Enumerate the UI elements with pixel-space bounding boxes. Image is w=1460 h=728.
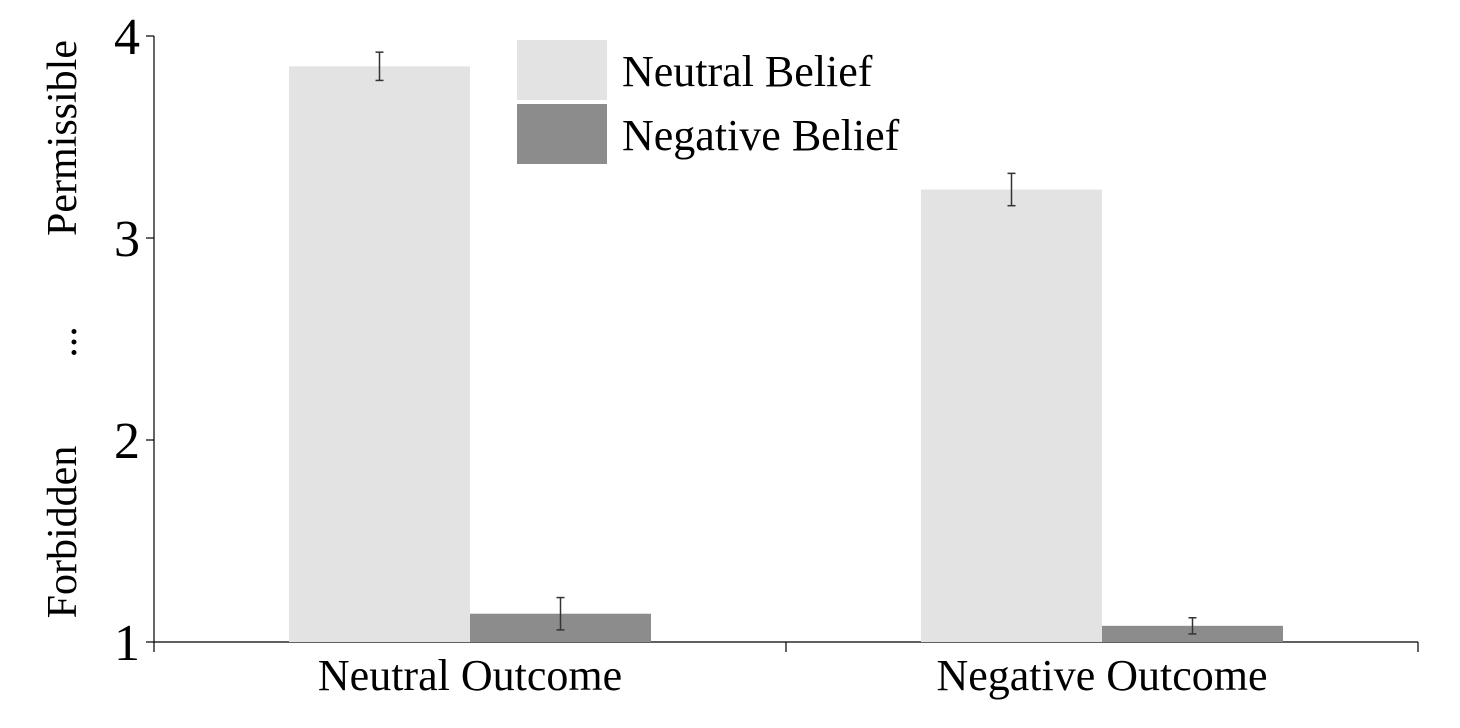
y-ticks: 1 2 3 4 bbox=[114, 9, 154, 672]
legend-label-neutral-belief: Neutral Belief bbox=[622, 47, 873, 96]
y-tick-label: 3 bbox=[114, 211, 140, 268]
y-label-ellipsis: ... bbox=[40, 326, 86, 358]
bar bbox=[921, 189, 1102, 642]
legend-swatch-neutral-belief bbox=[517, 40, 607, 100]
error-bars bbox=[375, 51, 1197, 635]
y-tick-label: 4 bbox=[114, 9, 140, 66]
legend-label-negative-belief: Negative Belief bbox=[622, 111, 900, 160]
y-tick-label: 1 bbox=[114, 615, 140, 672]
y-label-forbidden: Forbidden bbox=[40, 446, 86, 619]
y-tick-label: 2 bbox=[114, 413, 140, 470]
x-category-label: Negative Outcome bbox=[936, 651, 1267, 700]
y-label-permissible: Permissible bbox=[40, 40, 86, 236]
x-categories: Neutral Outcome Negative Outcome bbox=[318, 651, 1268, 700]
x-category-label: Neutral Outcome bbox=[318, 651, 622, 700]
legend: Neutral Belief Negative Belief bbox=[517, 40, 900, 164]
y-axis-label: Forbidden ... Permissible bbox=[40, 40, 86, 618]
legend-swatch-negative-belief bbox=[517, 104, 607, 164]
bars bbox=[289, 66, 1283, 643]
bar bbox=[289, 66, 470, 643]
